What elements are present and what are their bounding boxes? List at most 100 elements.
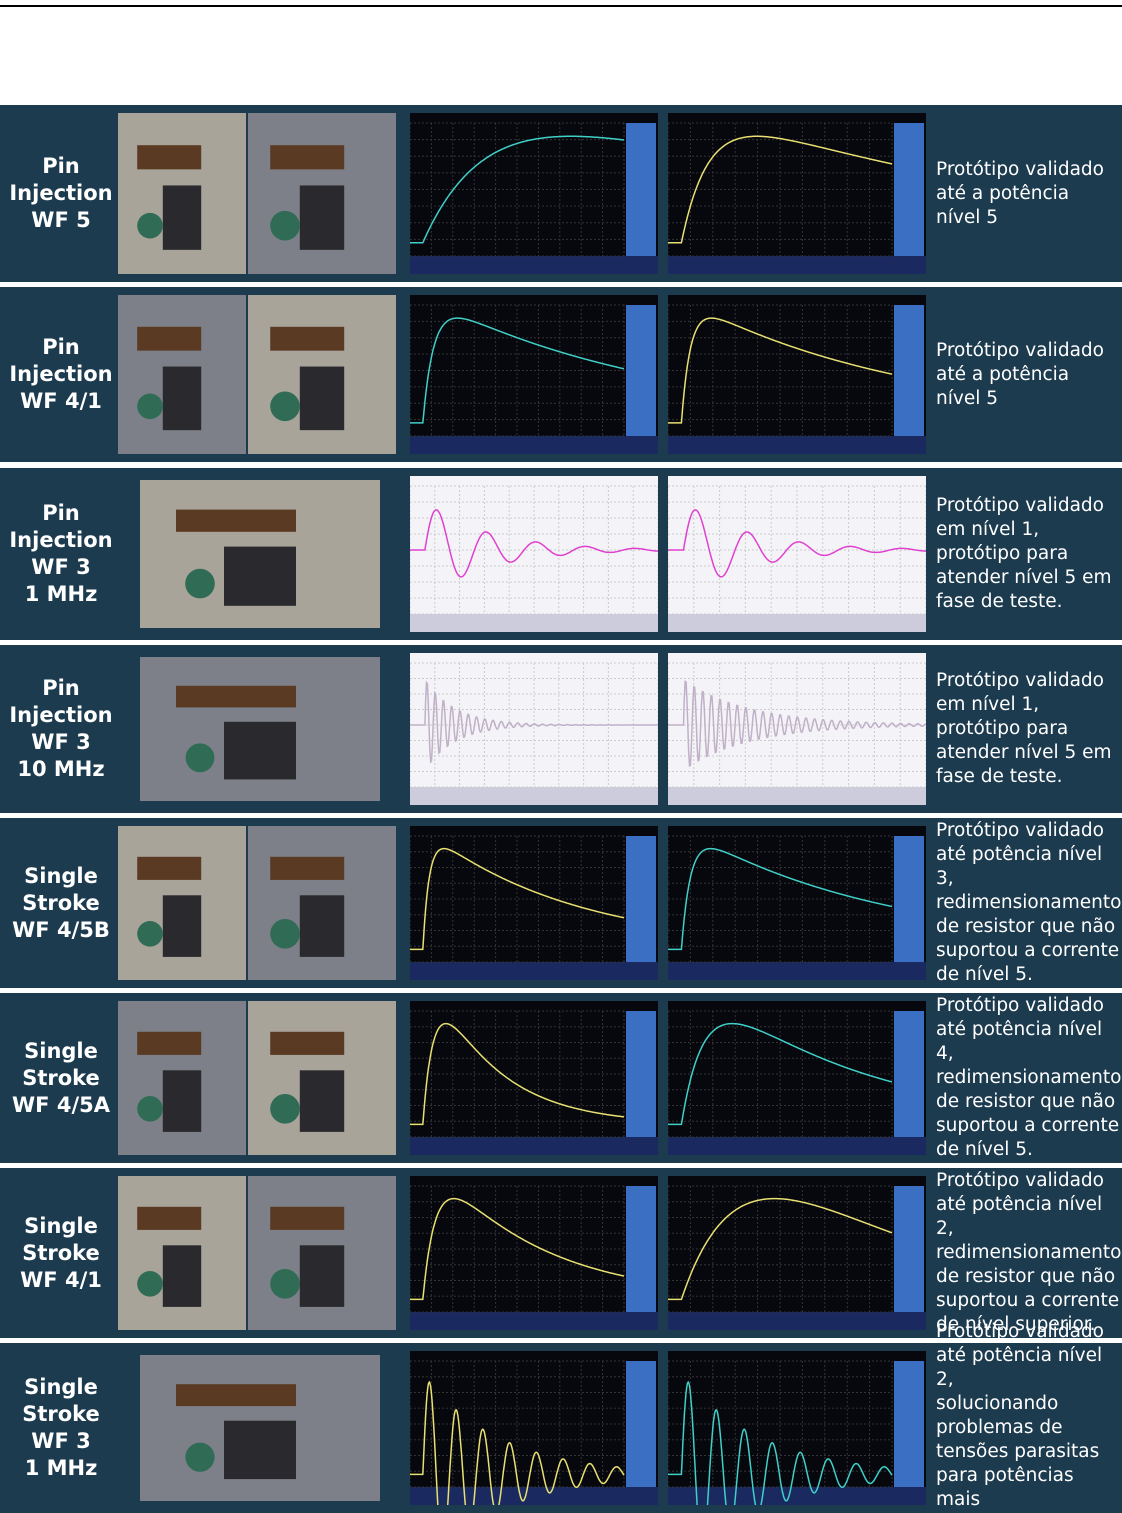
photo-part	[270, 1031, 345, 1055]
status-text: Protótipo validado até a potência nível 5	[936, 287, 1120, 462]
status-line: atender nível 5 em	[936, 567, 1112, 588]
photo-part	[137, 145, 202, 170]
side-panel	[894, 836, 924, 962]
side-panel	[894, 1361, 924, 1487]
status-line: redimensionamento	[936, 1242, 1122, 1263]
status-line: fase de teste.	[936, 591, 1063, 612]
status-line: Protótipo validado	[936, 670, 1104, 691]
status-line: protótipo para	[936, 543, 1069, 564]
row-label: Single Stroke WF 3 1 MHz	[0, 1343, 122, 1513]
status-line: Protótipo validado	[936, 995, 1104, 1016]
row-label: Single Stroke WF 4/5A	[0, 993, 122, 1163]
label-line: WF 3	[31, 555, 91, 579]
side-panel	[626, 1361, 656, 1487]
photo-part	[270, 1269, 300, 1299]
status-line: Protótipo validado	[936, 339, 1104, 361]
label-line: Single	[24, 1213, 98, 1238]
oscilloscope-screen	[668, 1001, 926, 1155]
label-line: Injection	[9, 703, 113, 727]
status-text: Protótipo validado até potência nível 4, r…	[936, 993, 1121, 1163]
prototype-photo	[118, 1176, 246, 1330]
side-panel	[894, 123, 924, 256]
status-text: Protótipo validado em nível 1, protótipo p…	[936, 468, 1120, 640]
prototype-photo	[248, 1001, 396, 1155]
status-line: suportou a corrente	[936, 940, 1120, 961]
header-text: Forma de onda	[713, 36, 882, 60]
photo-part	[162, 366, 202, 431]
prototype-photo	[140, 657, 380, 801]
status-text: Protótipo validado até potência nível 3, r…	[936, 818, 1122, 988]
status-bar	[668, 256, 926, 274]
side-panel	[626, 305, 656, 436]
photo-part	[270, 1206, 345, 1230]
status-line: nível 5	[936, 206, 998, 228]
status-line: até potência nível 3,	[936, 844, 1103, 889]
label-line: Single	[24, 1375, 98, 1399]
label-line: Pin	[42, 335, 80, 359]
photo-part	[162, 1245, 202, 1307]
photo-part	[224, 1420, 296, 1480]
prototype-photo	[118, 826, 246, 980]
status-text: Protótipo validado até potência nível 2, r…	[936, 1168, 1122, 1338]
label-line: Pin	[42, 501, 80, 525]
photo-part	[270, 856, 345, 880]
oscilloscope-screen	[410, 476, 658, 632]
status-line: tensões parasitas	[936, 1441, 1100, 1462]
oscilloscope-screen	[410, 1351, 658, 1505]
label-line: WF 4/5B	[12, 917, 110, 942]
label-line: Single	[24, 863, 98, 888]
waveform	[668, 847, 893, 951]
header-cell: Status	[955, 20, 1122, 102]
status-bar	[668, 1312, 926, 1330]
status-line: Protótipo validado	[936, 820, 1104, 841]
oscilloscope-screen	[410, 1176, 658, 1330]
prototype-photo	[248, 826, 396, 980]
oscilloscope-screen	[410, 1001, 658, 1155]
waveform	[668, 317, 893, 424]
status-line: Protótipo validado	[936, 1321, 1104, 1342]
oscilloscope-screen	[668, 826, 926, 980]
photo-part	[176, 685, 296, 708]
waveform	[410, 680, 658, 764]
label-line: WF 4/1	[20, 389, 102, 413]
header-cell: Protótipo	[115, 20, 400, 102]
photo-part	[224, 546, 296, 606]
status-line: de nível superior.	[936, 1314, 1096, 1335]
status-line: Protótipo validado	[936, 158, 1104, 180]
label-line: Injection	[9, 528, 113, 552]
status-bar	[668, 1137, 926, 1155]
label-line: Pin	[42, 154, 80, 178]
screen-bg	[668, 1001, 926, 1155]
label-line: WF 3	[31, 730, 91, 754]
waveform	[410, 135, 625, 244]
oscilloscope-screen	[668, 476, 926, 632]
status-line: de resistor que não	[936, 916, 1116, 937]
photo-part	[137, 1096, 163, 1122]
prototype-photo	[140, 480, 380, 628]
photo-part	[299, 895, 345, 957]
photo-part	[299, 1070, 345, 1132]
status-line: em nível 1,	[936, 694, 1040, 715]
status-bar	[410, 962, 658, 980]
side-panel	[894, 305, 924, 436]
label-line: Stroke	[22, 1240, 100, 1265]
photo-part	[270, 391, 300, 422]
waveform	[668, 1022, 893, 1126]
screen-bg	[410, 1176, 658, 1330]
photo-part	[270, 210, 300, 241]
status-bar	[410, 1312, 658, 1330]
status-line: de resistor que não	[936, 1091, 1116, 1112]
waveform	[410, 509, 658, 578]
photo-part	[137, 1031, 202, 1055]
photo-part	[185, 568, 215, 599]
status-line: de resistor que não	[936, 1266, 1116, 1287]
status-line: redimensionamento	[936, 892, 1122, 913]
photo-part	[270, 145, 345, 170]
header-text: Status	[1001, 49, 1076, 73]
photo-part	[176, 509, 296, 532]
photo-part	[162, 1070, 202, 1132]
waveform	[410, 1380, 625, 1505]
prototype-photo	[118, 1001, 246, 1155]
side-panel	[626, 836, 656, 962]
label-line: Stroke	[22, 890, 100, 915]
